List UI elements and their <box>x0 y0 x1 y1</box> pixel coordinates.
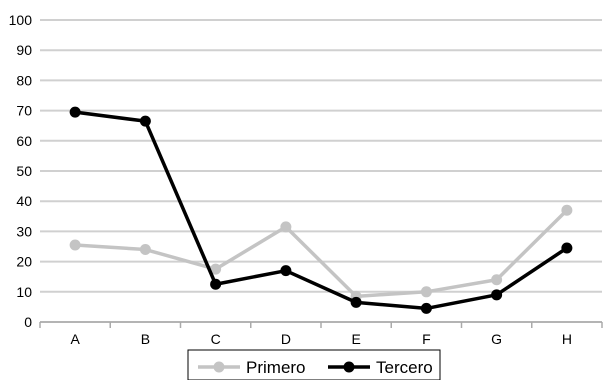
data-point <box>561 204 573 216</box>
x-tick-label: E <box>351 331 360 347</box>
data-point <box>350 296 362 308</box>
legend-label: Primero <box>246 358 306 377</box>
legend-marker <box>343 361 355 373</box>
data-point <box>139 244 151 256</box>
x-tick-label: A <box>70 331 80 347</box>
legend-marker <box>213 361 225 373</box>
y-tick-label: 0 <box>24 314 32 330</box>
data-point <box>491 274 503 286</box>
y-tick-label: 100 <box>9 12 33 28</box>
legend-box <box>187 349 441 380</box>
series-tercero <box>69 106 573 314</box>
legend-label: Tercero <box>376 358 433 377</box>
y-tick-label: 80 <box>16 72 32 88</box>
y-tick-label: 40 <box>16 193 32 209</box>
gridlines <box>40 19 602 323</box>
x-tick-label: F <box>422 331 431 347</box>
y-tick-label: 50 <box>16 163 32 179</box>
x-tick-label: B <box>141 331 150 347</box>
data-point <box>491 289 503 301</box>
legend-item-primero: Primero <box>198 358 306 377</box>
y-tick-label: 70 <box>16 103 32 119</box>
series-line <box>74 110 568 311</box>
y-tick-label: 30 <box>16 223 32 239</box>
x-tick-label: G <box>491 331 502 347</box>
x-tick-label: D <box>281 331 291 347</box>
data-point <box>280 221 292 233</box>
data-point <box>69 106 81 118</box>
y-tick-label: 20 <box>16 254 32 270</box>
data-point <box>280 265 292 277</box>
series-group <box>69 106 573 314</box>
data-point <box>139 115 151 127</box>
y-tick-label: 90 <box>16 42 32 58</box>
x-tick-label: H <box>562 331 572 347</box>
data-point <box>561 242 573 254</box>
data-point <box>210 278 222 290</box>
y-tick-label: 60 <box>16 133 32 149</box>
data-point <box>420 286 432 298</box>
series-line <box>75 209 569 299</box>
data-point <box>210 263 222 275</box>
x-tick-label: C <box>211 331 221 347</box>
legend: Primero Tercero <box>187 349 441 380</box>
data-point <box>69 239 81 251</box>
data-point <box>420 302 432 314</box>
y-axis-ticks: 0 10 20 30 40 50 60 70 80 90 100 <box>9 12 33 330</box>
y-tick-label: 10 <box>16 284 32 300</box>
x-axis: A B C D E F G H <box>39 321 603 347</box>
legend-item-tercero: Tercero <box>328 358 433 377</box>
